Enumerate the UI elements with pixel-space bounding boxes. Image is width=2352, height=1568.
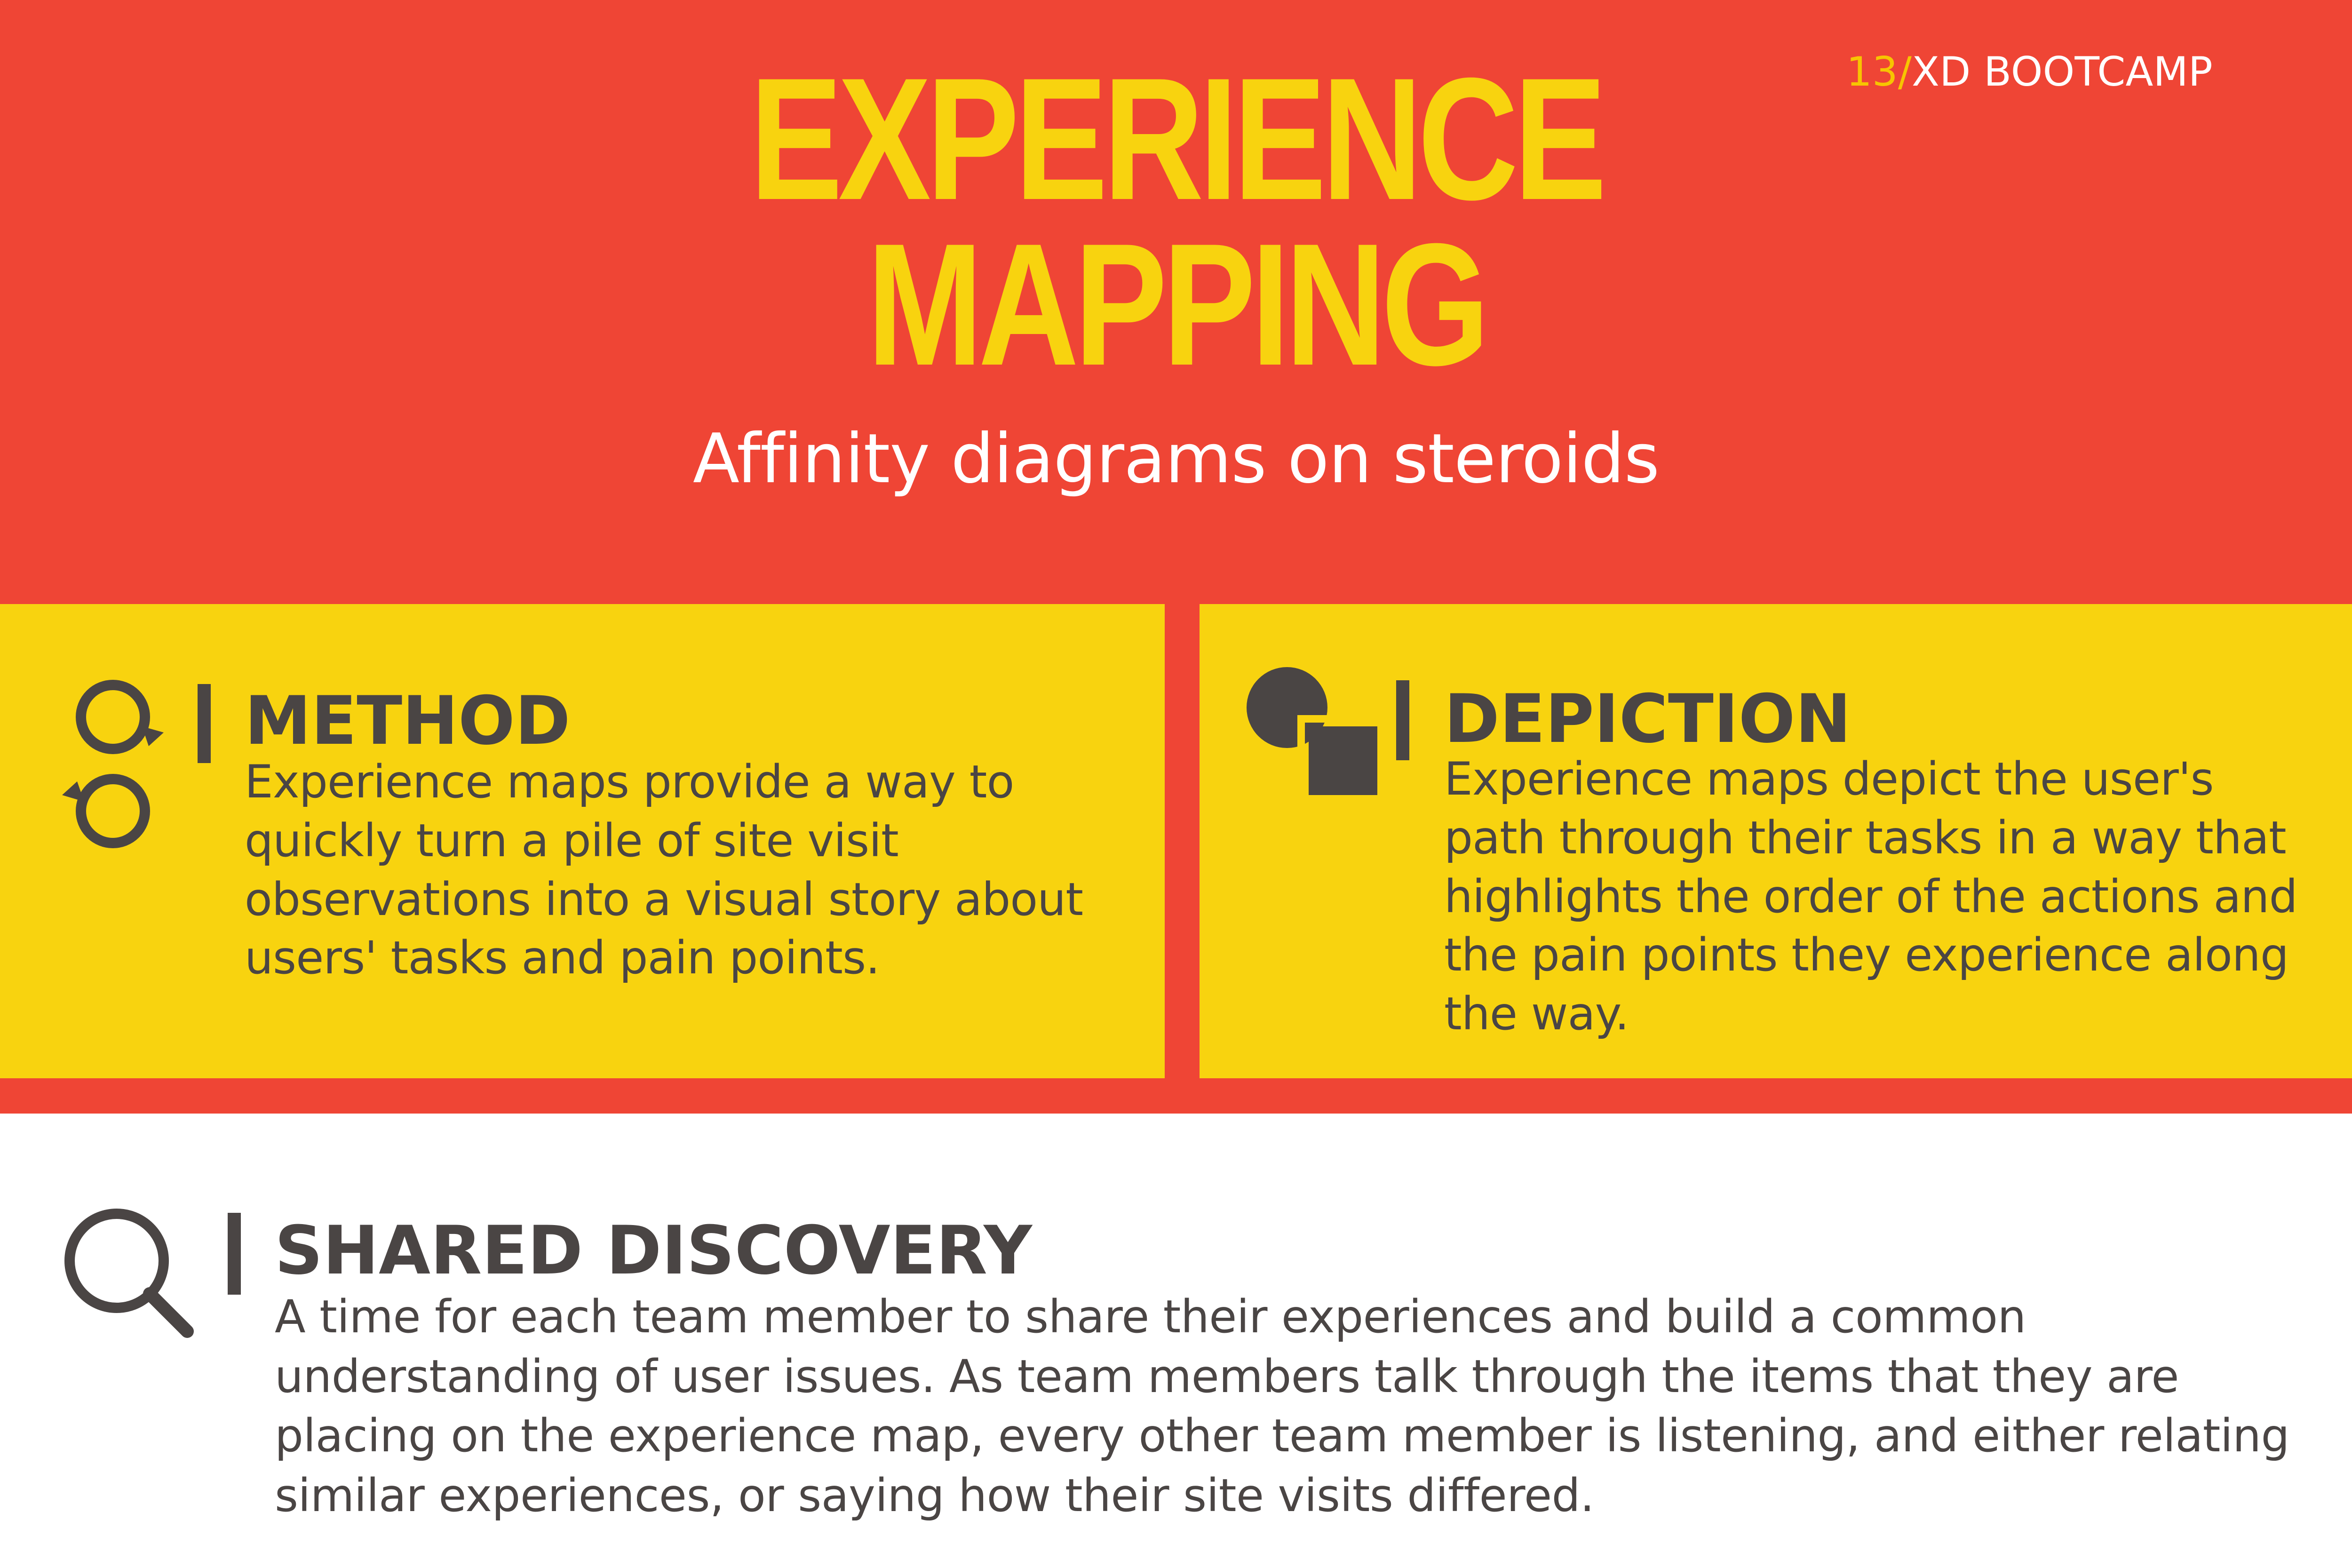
title-line-2: MAPPING [866, 207, 1490, 402]
depiction-card: DEPICTION Experience maps depict the use… [1200, 604, 2352, 1078]
shared-discovery-body: A time for each team member to share the… [275, 1290, 2289, 1522]
method-title: METHOD [245, 682, 571, 760]
cycle-icon [62, 680, 164, 848]
page-title: EXPERIENCE MAPPING [235, 42, 2117, 402]
page-subtitle: Affinity diagrams on steroids [692, 419, 1660, 499]
depiction-title: DEPICTION [1444, 680, 1851, 758]
hero-band: 13/XD BOOTCAMP EXPERIENCE MAPPING Affini… [0, 0, 2352, 1114]
depiction-divider [1396, 680, 1409, 760]
method-body: Experience maps provide a way to quickly… [245, 756, 1083, 985]
method-divider [198, 684, 211, 763]
shared-discovery-divider [228, 1213, 241, 1295]
depiction-body: Experience maps depict the user's path t… [1444, 753, 2298, 1041]
badge-number: 13/ [1846, 48, 1912, 96]
bootcamp-badge: 13/XD BOOTCAMP [1846, 52, 2213, 92]
shapes-icon [1247, 667, 1389, 806]
method-card: METHOD Experience maps provide a way to … [0, 604, 1165, 1078]
badge-label: XD BOOTCAMP [1912, 48, 2213, 96]
search-icon [64, 1209, 194, 1338]
title-line-1: EXPERIENCE [749, 42, 1607, 236]
shared-discovery-title: SHARED DISCOVERY [275, 1212, 1033, 1289]
